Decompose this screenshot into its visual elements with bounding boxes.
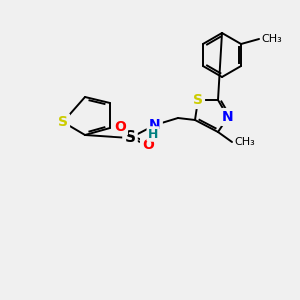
Text: O: O [142,138,154,152]
Text: CH₃: CH₃ [261,34,282,44]
Text: H: H [148,128,158,140]
Text: N: N [149,118,161,132]
Text: S: S [124,130,136,146]
Text: N: N [222,110,234,124]
Text: O: O [114,120,126,134]
Text: CH₃: CH₃ [234,137,255,147]
Text: S: S [58,115,68,129]
Text: S: S [193,93,203,107]
